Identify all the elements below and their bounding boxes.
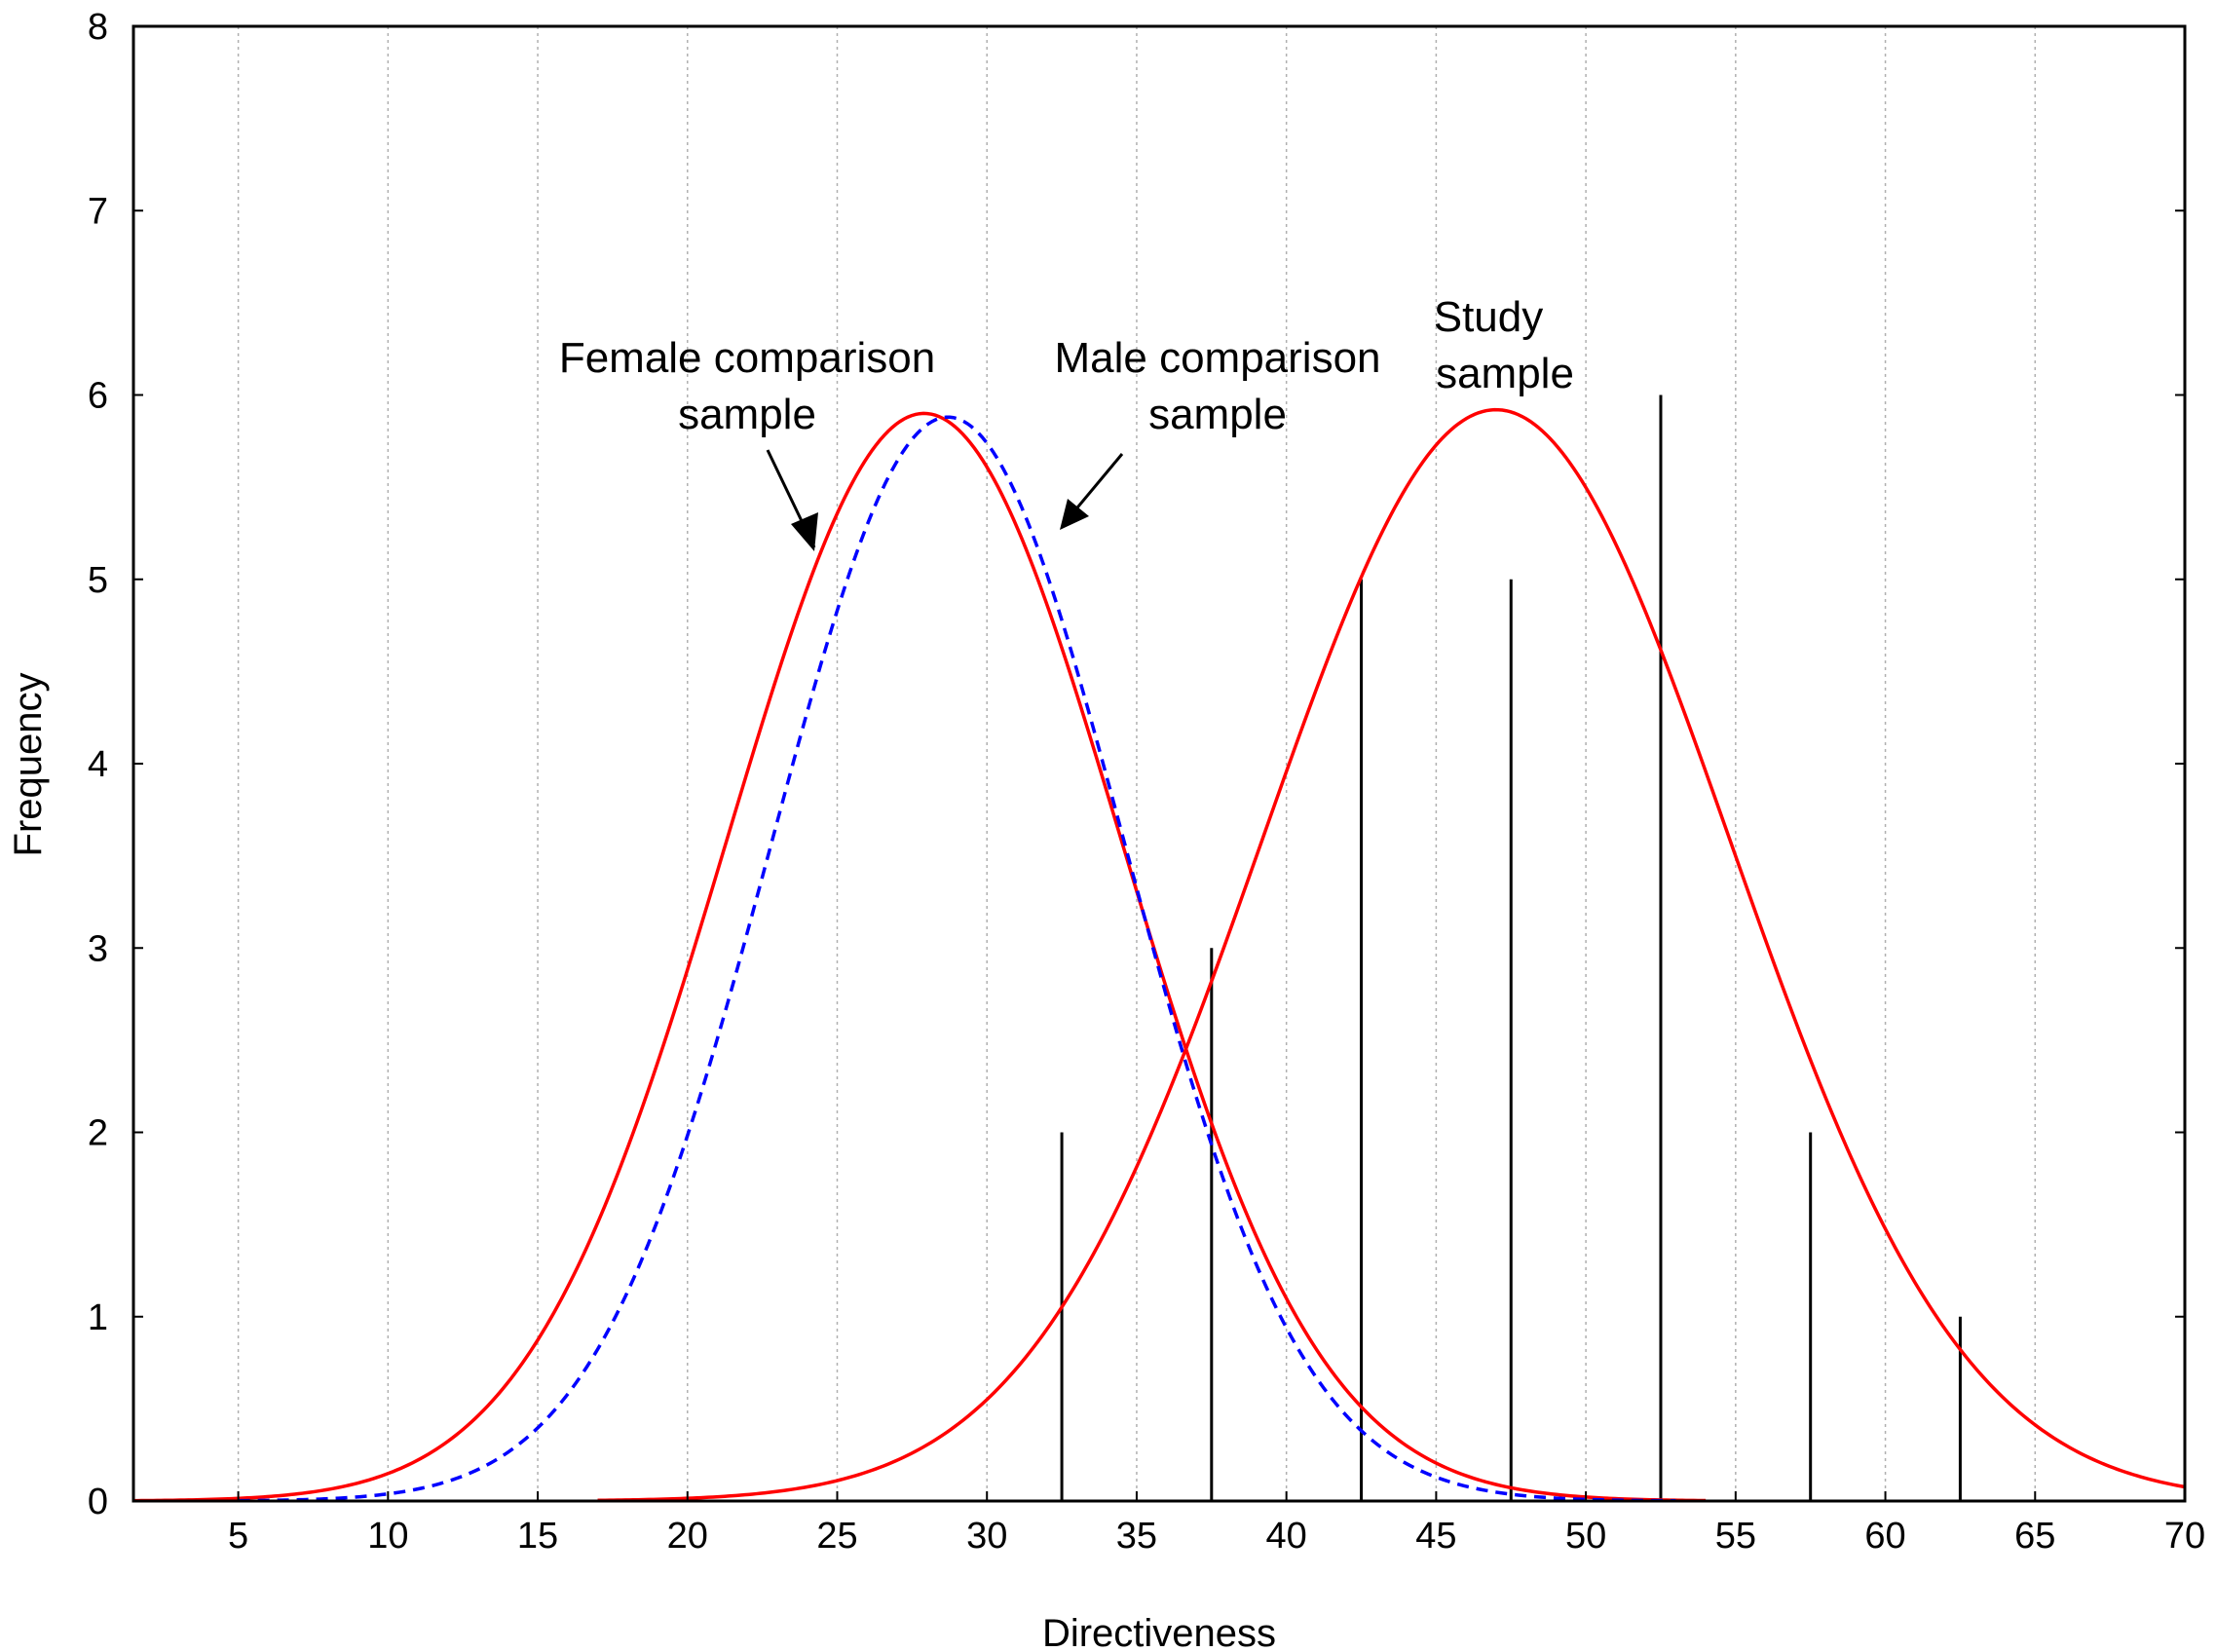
y-axis: 0 1 2 3 4 5 6 7 8 xyxy=(88,7,2185,1522)
x-tick-label: 70 xyxy=(2164,1516,2205,1557)
x-axis-title: Directiveness xyxy=(1042,1612,1276,1652)
y-tick-label: 4 xyxy=(88,744,108,785)
x-tick-label: 60 xyxy=(1864,1516,1905,1557)
annotation-male-line2: sample xyxy=(1148,391,1287,438)
x-tick-label: 5 xyxy=(228,1516,248,1557)
x-tick-label: 35 xyxy=(1116,1516,1157,1557)
density-curves xyxy=(132,407,2186,1503)
annotation-male-arrow-head xyxy=(1060,499,1089,530)
y-tick-label: 3 xyxy=(88,928,108,969)
density-curve-male xyxy=(238,415,1676,1503)
grid xyxy=(237,26,2037,1501)
annotation-study: Study sample xyxy=(1434,293,1574,397)
annotation-male-line1: Male comparison xyxy=(1054,334,1380,382)
x-tick-label: 50 xyxy=(1565,1516,1606,1557)
x-tick-label: 65 xyxy=(2014,1516,2055,1557)
x-tick-label: 55 xyxy=(1715,1516,1756,1557)
y-tick-label: 2 xyxy=(88,1113,108,1154)
y-tick-label: 8 xyxy=(88,7,108,48)
density-curve-study xyxy=(597,407,2186,1503)
annotation-female-line2: sample xyxy=(678,391,816,438)
y-axis-title: Frequency xyxy=(7,673,50,857)
x-tick-label: 40 xyxy=(1266,1516,1307,1557)
annotation-study-line2: sample xyxy=(1436,350,1574,397)
x-tick-label: 20 xyxy=(667,1516,708,1557)
y-tick-label: 1 xyxy=(88,1297,108,1338)
annotation-female-line1: Female comparison xyxy=(559,334,935,382)
y-tick-label: 6 xyxy=(88,376,108,417)
y-tick-label: 5 xyxy=(88,560,108,601)
x-tick-label: 10 xyxy=(367,1516,408,1557)
annotation-female: Female comparison sample xyxy=(559,334,935,551)
annotation-study-line1: Study xyxy=(1434,293,1544,341)
x-tick-label: 25 xyxy=(816,1516,857,1557)
x-tick-label: 15 xyxy=(517,1516,558,1557)
x-tick-label: 30 xyxy=(966,1516,1007,1557)
y-tick-label: 7 xyxy=(88,191,108,232)
x-axis: 5 10 15 20 25 30 35 40 45 50 55 60 65 70 xyxy=(228,1491,2205,1557)
annotation-female-arrow-head xyxy=(791,512,818,551)
x-tick-label: 45 xyxy=(1415,1516,1456,1557)
y-tick-label: 0 xyxy=(88,1482,108,1522)
density-curve-female xyxy=(132,411,1707,1503)
histogram xyxy=(1060,394,1962,1501)
annotation-male: Male comparison sample xyxy=(1054,334,1381,530)
